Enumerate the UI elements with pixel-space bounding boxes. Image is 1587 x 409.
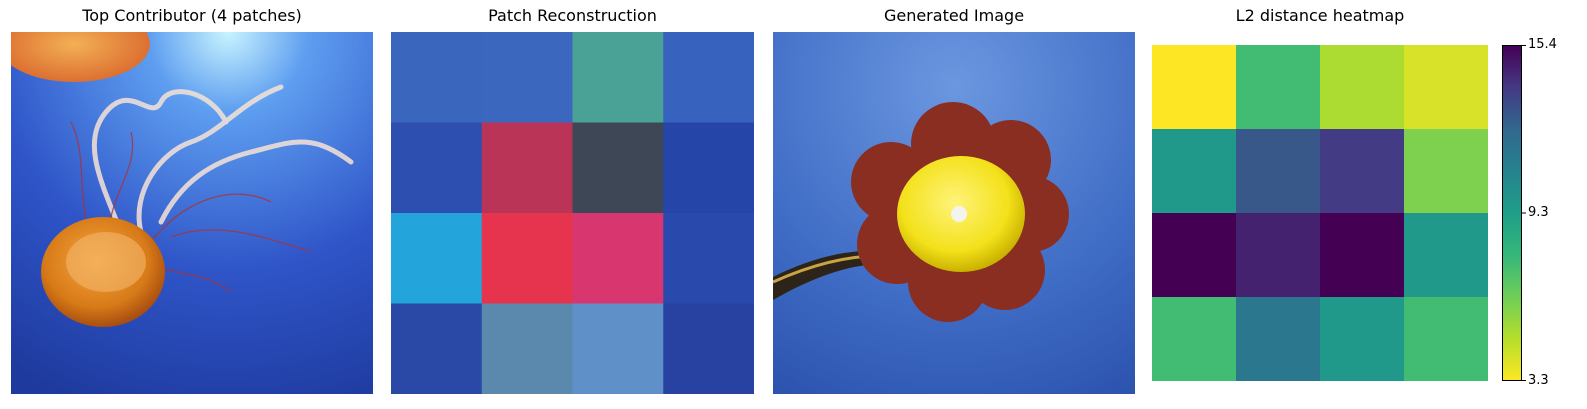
patch-tile [663,303,754,394]
patch-tile [572,303,664,394]
patch-tile [481,32,573,123]
patch-tile [572,122,664,214]
patch-tile [391,122,483,214]
colorbar-tick-label: 9.3 [1528,205,1549,220]
top-contributor-image [11,32,373,394]
heatmap-cell [1320,129,1405,214]
colorbar-tick-label: 15.4 [1528,37,1557,52]
patch-tile [572,213,664,304]
heatmap-cell [1236,45,1321,130]
patch-tile [391,213,483,304]
heatmap-colorbar [1502,45,1526,381]
patch-tile [663,32,754,123]
patch-tile [391,32,483,123]
panel-title-generated-image: Generated Image [883,6,1025,25]
heatmap-cell [1152,213,1237,298]
patch-tile [481,122,573,214]
heatmap-cell [1404,45,1488,130]
patch-reconstruction-grid [391,32,754,394]
heatmap-cell [1404,213,1488,298]
heatmap-cell [1152,45,1237,130]
heatmap-cell [1236,129,1321,214]
panel-title-heatmap: L2 distance heatmap [1235,6,1405,25]
colorbar-tick-label: 3.3 [1528,373,1549,388]
heatmap-cell [1404,297,1488,381]
generated-image [773,32,1135,394]
patch-tile [481,303,573,394]
heatmap-cell [1236,213,1321,298]
panel-title-top-contributor: Top Contributor (4 patches) [82,6,302,25]
heatmap-cell [1320,213,1405,298]
patch-tile [663,213,754,304]
panel-title-patch-reconstruction: Patch Reconstruction [488,6,657,25]
heatmap-cell [1236,297,1321,381]
heatmap-cell [1320,45,1405,130]
patch-tile [663,122,754,214]
heatmap-cell [1152,297,1237,381]
heatmap-cell [1320,297,1405,381]
heatmap-cell [1404,129,1488,214]
heatmap-cell [1152,129,1237,214]
patch-tile [481,213,573,304]
l2-distance-heatmap [1152,45,1488,381]
patch-tile [572,32,664,123]
patch-tile [391,303,483,394]
